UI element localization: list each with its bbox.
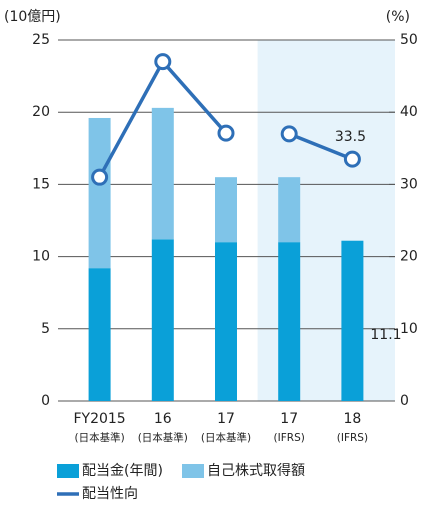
bar: [215, 177, 237, 243]
x-tick-label: FY2015: [73, 411, 125, 427]
point: [280, 125, 298, 143]
legend-swatch: [182, 464, 204, 478]
x-tick-sublabel: (IFRS): [337, 432, 368, 444]
y2-axis-label: (%): [386, 9, 410, 25]
y-tick-label: 10: [32, 249, 50, 265]
x-tick-sublabel: (IFRS): [274, 432, 305, 444]
data-label: 11.1: [370, 327, 401, 343]
bar: [215, 242, 237, 401]
y2-tick-label: 40: [400, 104, 418, 120]
legend-swatch: [57, 464, 79, 478]
y2-tick-label: 20: [400, 249, 418, 265]
bar: [151, 107, 174, 240]
bar: [341, 240, 364, 401]
data-label: 33.5: [335, 129, 366, 145]
x-tick-sublabel: (日本基準): [74, 431, 124, 444]
point: [343, 150, 361, 168]
point: [217, 124, 235, 142]
bar: [278, 177, 301, 243]
bar: [88, 117, 111, 269]
y-tick-label: 0: [41, 393, 50, 409]
y2-tick-label: 0: [400, 393, 409, 409]
x-tick-label: 17: [217, 411, 235, 427]
y2-tick-label: 10: [400, 321, 418, 337]
line: [288, 132, 354, 161]
point: [154, 53, 172, 71]
legend-label: 自己株式取得額: [207, 462, 305, 479]
y-axis-label: (10億円): [4, 9, 61, 25]
y-tick-label: 15: [32, 176, 50, 192]
legend-label: 配当性向: [82, 486, 138, 502]
x-tick-label: 17: [280, 411, 298, 427]
legend-label: 配当金(年間): [82, 463, 163, 479]
point: [91, 168, 109, 186]
y2-tick-label: 50: [400, 32, 418, 48]
bar: [88, 268, 111, 401]
y-tick-label: 5: [41, 321, 50, 337]
x-tick-sublabel: (日本基準): [138, 431, 188, 444]
x-tick-sublabel: (日本基準): [201, 431, 251, 444]
x-tick-label: 18: [343, 411, 361, 427]
bar: [151, 239, 174, 401]
x-tick-label: 16: [154, 411, 172, 427]
y-tick-label: 25: [32, 32, 50, 48]
bar: [278, 242, 301, 401]
y2-tick-label: 30: [400, 176, 418, 192]
y-tick-label: 20: [32, 104, 50, 120]
